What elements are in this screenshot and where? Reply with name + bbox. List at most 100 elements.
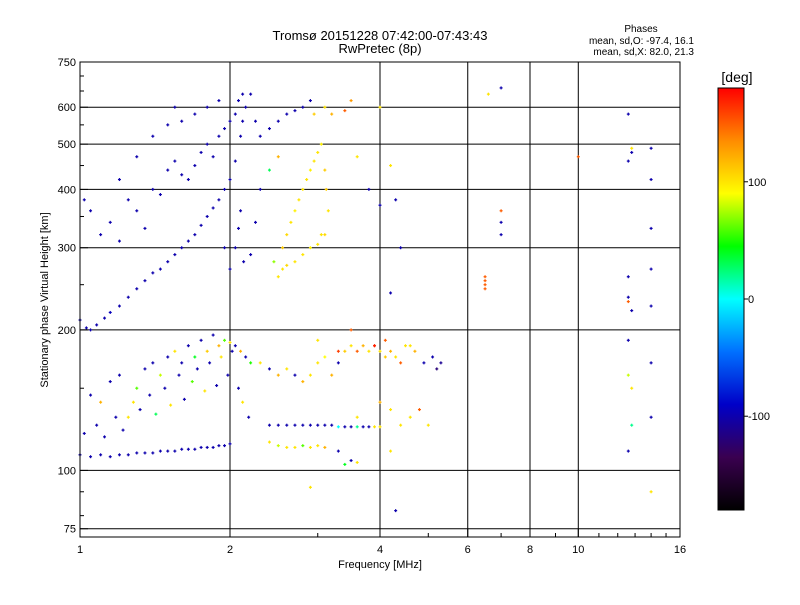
data-point [323,233,327,237]
data-point [258,361,262,365]
data-point [483,275,487,279]
data-point [228,267,232,271]
data-point [323,168,327,172]
data-point [135,386,139,390]
data-point [626,338,630,342]
data-point [285,233,289,237]
colorbar-ticks: 100 0 -100 [744,177,770,423]
data-point [205,349,209,353]
data-point [499,233,503,237]
data-point [203,389,207,393]
data-point [151,361,155,365]
data-point [205,445,209,449]
data-point [239,134,243,138]
data-point [117,373,121,377]
colorbar-tick-label: 100 [748,177,766,189]
data-point [319,142,323,146]
data-point [626,275,630,279]
data-point [324,187,328,191]
data-point [143,279,147,283]
data-point [95,423,99,427]
data-point [361,425,365,429]
data-point [394,355,398,359]
data-point [95,323,99,327]
data-point [349,344,353,348]
data-point [435,367,439,371]
data-point [236,386,240,390]
data-point [241,92,245,96]
data-point [151,271,155,275]
data-point [394,198,398,202]
data-point [649,490,653,494]
data-point [276,155,280,159]
data-point [285,263,289,267]
data-point [151,451,155,455]
data-point [158,449,162,453]
data-point [211,333,215,337]
data-point [89,209,93,213]
data-point [230,349,234,353]
data-point [308,373,312,377]
data-point [316,150,320,154]
data-point [349,99,353,103]
y-tick-label: 400 [58,184,76,196]
data-point [293,260,297,264]
data-point [228,119,232,123]
x-tick-label: 4 [377,544,383,556]
data-point [217,134,221,138]
data-point [180,119,184,123]
data-point [173,253,177,257]
data-point [389,408,393,412]
x-tick-label: 2 [227,544,233,556]
data-point [135,287,139,291]
data-point [131,400,135,404]
data-point [99,400,103,404]
data-point [403,344,407,348]
grid [79,61,681,537]
data-point [349,328,353,332]
data-point [173,105,177,109]
x-tick-label: 1 [77,544,83,556]
data-point [158,193,162,197]
data-point [135,451,139,455]
data-point [169,403,173,407]
data-point [99,233,103,237]
data-point [389,164,393,168]
data-point [217,99,221,103]
data-point [389,349,393,353]
data-point [378,203,382,207]
data-point [319,233,323,237]
data-point [233,344,237,348]
data-point [373,425,377,429]
data-point [166,355,170,359]
data-point [148,393,152,397]
data-point [422,361,426,365]
data-point [199,223,203,227]
data-point [108,380,112,384]
data-point [630,146,634,150]
data-point [308,246,312,250]
data-point [247,415,251,419]
data-point [193,164,197,168]
data-point [241,400,245,404]
data-point [186,447,190,451]
data-point [330,112,334,116]
data-point [399,246,403,250]
data-point [343,109,347,113]
data-point [330,373,334,377]
data-point [182,397,186,401]
data-point [180,246,184,250]
data-point [193,112,197,116]
data-point [301,444,305,448]
data-point [367,425,371,429]
data-point [626,295,630,299]
data-point [301,423,305,427]
data-point [258,187,262,191]
data-point [199,338,203,342]
data-point [233,246,237,250]
data-point [439,361,443,365]
data-point [276,444,280,448]
x-axis-label: Frequency [MHz] [338,559,422,571]
data-point [114,415,118,419]
data-point [649,146,653,150]
